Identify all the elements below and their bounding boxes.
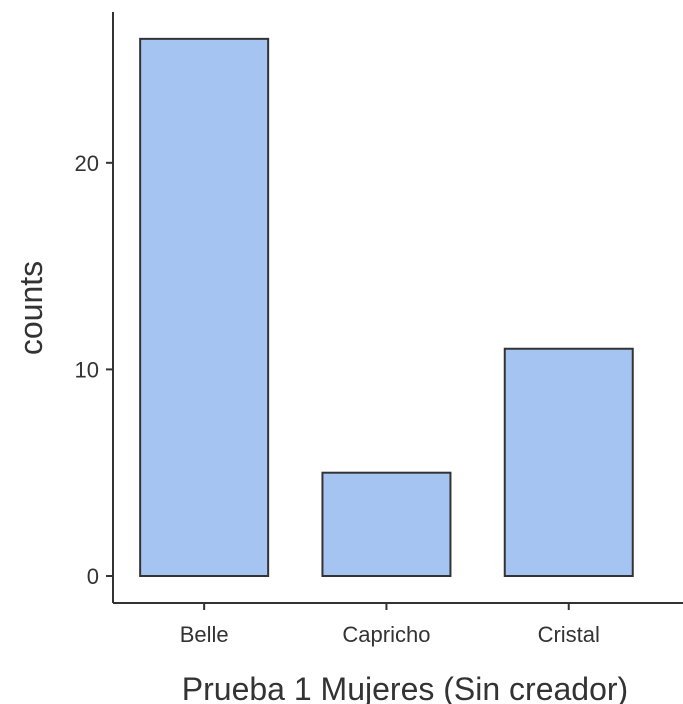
bar-capricho <box>321 471 452 578</box>
x-tick-label-cristal: Cristal <box>538 622 600 647</box>
y-tick-label: 20 <box>75 151 99 176</box>
bar-belle <box>139 37 270 578</box>
x-tick-label-capricho: Capricho <box>342 622 430 647</box>
x-tick-label-belle: Belle <box>180 622 229 647</box>
bar-cristal <box>503 347 634 577</box>
x-axis-ticks: Belle Capricho Cristal <box>180 603 600 647</box>
y-axis-title: counts <box>13 261 49 355</box>
y-axis-ticks: 0 10 20 <box>75 151 113 589</box>
y-tick-label: 10 <box>75 357 99 382</box>
bars-group <box>139 37 634 578</box>
x-axis-title: Prueba 1 Mujeres (Sin creador) <box>182 671 628 704</box>
y-tick-label: 0 <box>87 564 99 589</box>
